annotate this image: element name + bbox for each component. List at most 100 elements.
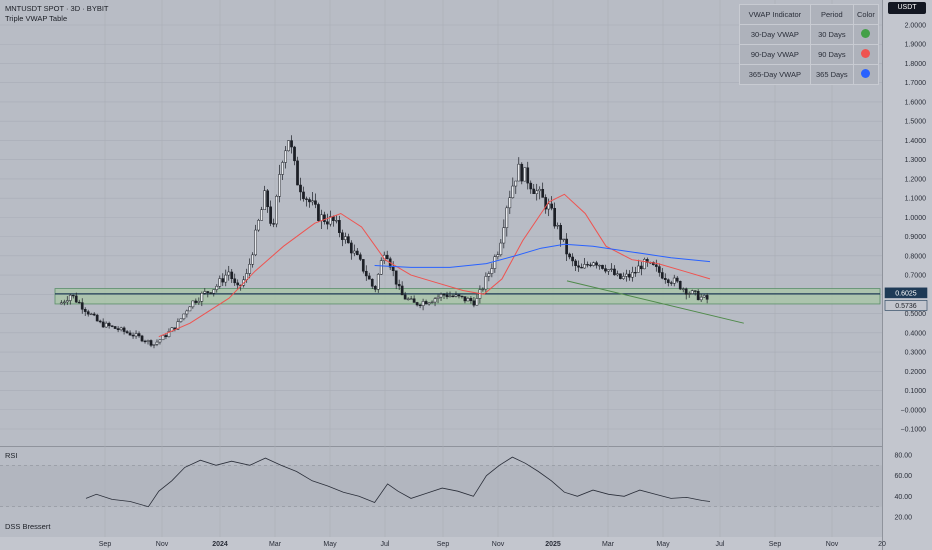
candle-body — [427, 302, 431, 305]
candle-body — [589, 264, 592, 266]
candle-body — [182, 313, 186, 320]
candle-body — [607, 269, 610, 272]
price-candle — [221, 273, 225, 287]
time-tick-label: Jul — [381, 541, 390, 548]
candle-body — [263, 190, 266, 210]
price-candle — [693, 290, 697, 296]
candle-body — [197, 301, 201, 303]
price-candle — [287, 140, 290, 152]
candle-body — [496, 254, 500, 257]
candle-body — [296, 160, 299, 186]
price-candle — [409, 295, 413, 300]
price-candle — [182, 313, 186, 321]
candle-body — [379, 260, 383, 275]
candle-body — [532, 188, 536, 194]
vwap-name-cell: 90-Day VWAP — [739, 44, 811, 65]
candle-body — [678, 280, 682, 290]
candle-body — [92, 313, 96, 316]
candle-body — [293, 146, 296, 162]
price-tick-label: 2.0000 — [905, 23, 927, 30]
candle-body — [257, 220, 260, 231]
candle-body — [669, 282, 673, 284]
candle-body — [481, 288, 485, 291]
rsi-line — [85, 456, 711, 508]
candle-body — [329, 216, 332, 225]
vwap-table-row: 30-Day VWAP 30 Days — [739, 24, 880, 45]
candle-body — [119, 327, 123, 331]
price-candle — [424, 299, 428, 305]
candle-body — [98, 320, 102, 323]
price-tick-label: 1.9000 — [905, 42, 927, 49]
candle-body — [233, 278, 237, 284]
price-candle — [619, 273, 622, 280]
support-zone[interactable] — [54, 288, 881, 305]
price-candle — [580, 263, 583, 269]
candle-body — [418, 304, 422, 307]
price-candle — [341, 229, 344, 247]
candle-body — [215, 285, 219, 290]
price-candle — [421, 298, 425, 311]
candle-body — [260, 209, 263, 221]
price-candle — [472, 296, 476, 308]
price-candle — [448, 291, 452, 298]
price-candle — [71, 294, 75, 299]
candle-body — [657, 266, 661, 273]
price-candle — [508, 190, 512, 214]
candle-body — [287, 140, 290, 152]
price-tick-label: −0.0000 — [901, 407, 927, 414]
price-candle — [526, 161, 530, 190]
candle-body — [134, 333, 138, 337]
candle-body — [200, 293, 204, 302]
price-candle — [344, 232, 347, 244]
candle-body — [523, 167, 527, 182]
price-candle — [634, 266, 637, 277]
candle-body — [344, 236, 347, 240]
price-label-box — [884, 287, 928, 299]
candle-body — [352, 250, 356, 254]
candle-body — [613, 268, 616, 276]
price-tick-label: 1.1000 — [905, 196, 927, 203]
candle-body — [80, 302, 84, 310]
candle-body — [158, 339, 162, 343]
candle-body — [696, 291, 700, 301]
price-candle — [206, 291, 210, 298]
price-candle — [370, 278, 374, 289]
price-candle — [589, 262, 592, 268]
candle-body — [248, 263, 252, 274]
price-candle — [358, 252, 362, 262]
candle-body — [415, 302, 419, 306]
candle-body — [520, 163, 524, 182]
price-candle — [80, 298, 84, 314]
candle-body — [206, 291, 210, 293]
price-candle — [616, 270, 619, 277]
price-candle — [538, 186, 542, 200]
blue-dot-icon — [861, 69, 871, 78]
candle-body — [143, 340, 147, 343]
currency-badge[interactable]: USDT — [888, 2, 926, 14]
candle-body — [209, 292, 213, 294]
vwap-table: VWAP Indicator Period Color 30-Day VWAP … — [739, 4, 880, 85]
price-candle — [415, 301, 419, 307]
candle-body — [230, 271, 234, 280]
candle-body — [502, 227, 506, 244]
price-candle — [104, 321, 108, 328]
price-candle — [475, 294, 479, 306]
trendline[interactable] — [566, 280, 744, 324]
candle-body — [290, 140, 293, 148]
candle-body — [637, 265, 640, 273]
price-candle — [83, 307, 87, 316]
price-candle — [212, 289, 216, 297]
candle-body — [562, 238, 565, 241]
candle-body — [574, 260, 577, 266]
vwap-90-line — [158, 193, 711, 338]
candle-body — [693, 290, 697, 292]
price-candle — [92, 312, 96, 317]
price-candle — [59, 300, 63, 305]
candle-body — [409, 298, 413, 300]
price-candle — [296, 156, 299, 186]
price-candle — [119, 326, 123, 332]
price-candle — [98, 319, 102, 324]
price-candle — [687, 291, 691, 298]
price-candle — [65, 296, 69, 305]
